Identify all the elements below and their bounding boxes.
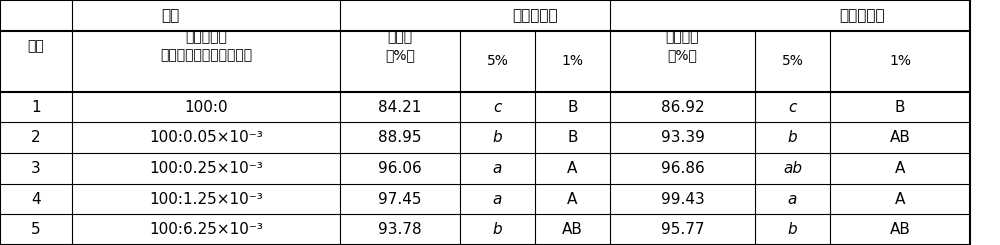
- Text: A: A: [895, 161, 905, 176]
- Text: A: A: [567, 161, 578, 176]
- Text: 100:0.25×10⁻³: 100:0.25×10⁻³: [149, 161, 263, 176]
- Text: a: a: [788, 192, 797, 207]
- Text: 100:0.05×10⁻³: 100:0.05×10⁻³: [149, 130, 263, 145]
- Text: B: B: [567, 100, 578, 115]
- Text: 100:0: 100:0: [184, 100, 228, 115]
- Text: 1: 1: [31, 100, 41, 115]
- Text: 处理: 处理: [161, 8, 179, 23]
- Text: b: b: [493, 130, 502, 145]
- Text: b: b: [788, 222, 797, 237]
- Text: B: B: [567, 130, 578, 145]
- Text: 鲜重防效
（%）: 鲜重防效 （%）: [666, 30, 699, 62]
- Text: a: a: [493, 192, 502, 207]
- Text: 有效成分比
（草甘膦：芸苔素内酮）: 有效成分比 （草甘膦：芸苔素内酮）: [160, 30, 252, 62]
- Text: 5%: 5%: [782, 54, 803, 68]
- Text: B: B: [895, 100, 905, 115]
- Text: 差异显著性: 差异显著性: [840, 8, 885, 23]
- Text: A: A: [895, 192, 905, 207]
- Text: 84.21: 84.21: [378, 100, 422, 115]
- Text: 5%: 5%: [487, 54, 508, 68]
- Text: 1%: 1%: [562, 54, 584, 68]
- Text: 1%: 1%: [889, 54, 911, 68]
- Text: 5: 5: [31, 222, 41, 237]
- Text: b: b: [788, 130, 797, 145]
- Text: 86.92: 86.92: [661, 100, 704, 115]
- Text: c: c: [493, 100, 502, 115]
- Text: 99.43: 99.43: [661, 192, 704, 207]
- Text: AB: AB: [562, 222, 583, 237]
- Text: 93.78: 93.78: [378, 222, 422, 237]
- Text: 100:6.25×10⁻³: 100:6.25×10⁻³: [149, 222, 263, 237]
- Text: AB: AB: [890, 130, 910, 145]
- Text: 编号: 编号: [28, 39, 44, 53]
- Text: 96.06: 96.06: [378, 161, 422, 176]
- Text: b: b: [493, 222, 502, 237]
- Text: 88.95: 88.95: [378, 130, 422, 145]
- Text: 3: 3: [31, 161, 41, 176]
- Text: A: A: [567, 192, 578, 207]
- Text: 4: 4: [31, 192, 41, 207]
- Text: a: a: [493, 161, 502, 176]
- Text: 96.86: 96.86: [661, 161, 704, 176]
- Text: ab: ab: [783, 161, 802, 176]
- Text: c: c: [788, 100, 797, 115]
- Text: 差异显著性: 差异显著性: [512, 8, 558, 23]
- Text: 95.77: 95.77: [661, 222, 704, 237]
- Text: 株防效
（%）: 株防效 （%）: [385, 30, 415, 62]
- Text: 100:1.25×10⁻³: 100:1.25×10⁻³: [149, 192, 263, 207]
- Text: AB: AB: [890, 222, 910, 237]
- Text: 97.45: 97.45: [378, 192, 422, 207]
- Text: 2: 2: [31, 130, 41, 145]
- Text: 93.39: 93.39: [661, 130, 704, 145]
